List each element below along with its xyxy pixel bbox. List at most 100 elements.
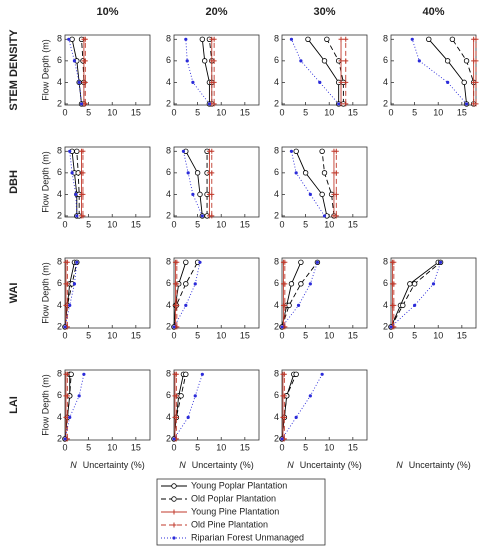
marker bbox=[183, 259, 189, 266]
series-line bbox=[201, 39, 210, 104]
y-tick-label: 4 bbox=[274, 77, 279, 87]
marker bbox=[282, 259, 288, 265]
marker bbox=[337, 102, 341, 106]
x-tick-label: 15 bbox=[240, 442, 250, 452]
column-header: 30% bbox=[313, 6, 335, 18]
legend-label: Old Poplar Plantation bbox=[191, 493, 276, 503]
x-tick-label: 15 bbox=[131, 330, 141, 340]
marker bbox=[82, 36, 88, 42]
marker bbox=[473, 101, 479, 107]
y-tick-label: 6 bbox=[166, 390, 171, 400]
marker bbox=[413, 303, 417, 307]
marker bbox=[461, 79, 467, 86]
x-tick-label: 15 bbox=[457, 330, 467, 340]
row-label: LAI bbox=[8, 396, 20, 414]
panel: 0 5 10 15 2 4 6 8 bbox=[57, 369, 151, 452]
marker bbox=[320, 372, 324, 376]
marker bbox=[80, 148, 86, 154]
marker bbox=[321, 58, 328, 64]
marker bbox=[82, 58, 88, 64]
marker bbox=[293, 148, 299, 155]
y-tick-label: 4 bbox=[57, 300, 62, 310]
y-tick-label: 4 bbox=[57, 189, 62, 199]
x-axis-symbol: N bbox=[396, 460, 403, 470]
marker bbox=[449, 36, 456, 43]
marker bbox=[200, 214, 204, 218]
y-tick-label: 8 bbox=[57, 34, 62, 44]
series-line bbox=[291, 151, 325, 217]
x-tick-label: 15 bbox=[240, 330, 250, 340]
plot-area bbox=[281, 34, 368, 106]
panel: 0 5 10 15 2 4 6 8 bbox=[383, 257, 477, 340]
panel: 0 5 10 15 2 4 6 8 bbox=[274, 146, 368, 229]
marker bbox=[72, 59, 77, 63]
plot-area bbox=[64, 369, 151, 441]
y-tick-label: 4 bbox=[166, 77, 171, 87]
marker bbox=[67, 37, 71, 41]
x-tick-label: 10 bbox=[216, 442, 226, 452]
marker bbox=[338, 79, 344, 85]
marker bbox=[68, 303, 72, 307]
panel: 0 5 10 15 2 4 6 8 bbox=[57, 257, 151, 340]
marker bbox=[281, 414, 287, 420]
marker bbox=[302, 170, 309, 176]
marker bbox=[199, 36, 206, 43]
plot-area bbox=[173, 369, 260, 441]
marker bbox=[333, 170, 339, 176]
y-tick-label: 8 bbox=[57, 369, 62, 379]
marker bbox=[193, 394, 197, 398]
series-line bbox=[185, 39, 210, 105]
marker bbox=[77, 394, 81, 398]
marker bbox=[172, 325, 176, 329]
y-tick-label: 8 bbox=[166, 257, 171, 267]
series-line bbox=[390, 261, 441, 328]
marker bbox=[178, 393, 184, 399]
x-axis-label: N Uncertainty (%) bbox=[287, 460, 362, 470]
x-axis-text: Uncertainty (%) bbox=[409, 460, 471, 470]
marker bbox=[324, 36, 330, 43]
x-tick-label: 10 bbox=[216, 330, 226, 340]
marker bbox=[438, 260, 443, 264]
marker bbox=[74, 148, 80, 155]
y-tick-label: 6 bbox=[166, 278, 171, 288]
marker bbox=[74, 192, 78, 196]
marker bbox=[174, 281, 180, 287]
y-axis-label: Flow Depth (m) bbox=[40, 151, 50, 213]
x-axis-text: Uncertainty (%) bbox=[83, 460, 145, 470]
legend-marker bbox=[172, 536, 176, 540]
marker bbox=[64, 371, 70, 377]
x-tick-label: 10 bbox=[107, 219, 117, 229]
y-tick-label: 8 bbox=[383, 34, 388, 44]
marker bbox=[308, 394, 312, 398]
marker bbox=[79, 102, 84, 106]
marker bbox=[294, 171, 298, 175]
y-tick-label: 2 bbox=[166, 321, 171, 331]
marker bbox=[308, 192, 312, 196]
marker bbox=[322, 214, 327, 218]
x-tick-label: 0 bbox=[171, 107, 176, 117]
series-line bbox=[411, 39, 467, 105]
x-tick-label: 10 bbox=[107, 442, 117, 452]
panel: 0 5 10 15 2 4 6 8 bbox=[166, 146, 260, 229]
marker bbox=[194, 170, 201, 176]
x-axis-text: Uncertainty (%) bbox=[300, 460, 362, 470]
marker bbox=[77, 80, 81, 84]
x-tick-label: 15 bbox=[348, 107, 358, 117]
marker bbox=[280, 437, 284, 441]
marker bbox=[333, 191, 339, 197]
y-tick-label: 8 bbox=[57, 257, 62, 267]
panel: 0 5 10 15 2 4 6 8 bbox=[166, 369, 260, 452]
y-tick-label: 8 bbox=[57, 146, 62, 156]
marker bbox=[80, 213, 86, 219]
marker bbox=[69, 36, 75, 43]
marker bbox=[183, 371, 189, 378]
y-tick-label: 2 bbox=[274, 433, 279, 443]
marker bbox=[315, 260, 320, 264]
x-axis-label: N Uncertainty (%) bbox=[179, 460, 254, 470]
legend-label: Old Pine Plantation bbox=[191, 519, 268, 529]
legend-label: Young Poplar Plantation bbox=[191, 480, 287, 490]
x-tick-label: 15 bbox=[131, 107, 141, 117]
marker bbox=[211, 79, 217, 85]
y-tick-label: 2 bbox=[383, 321, 388, 331]
